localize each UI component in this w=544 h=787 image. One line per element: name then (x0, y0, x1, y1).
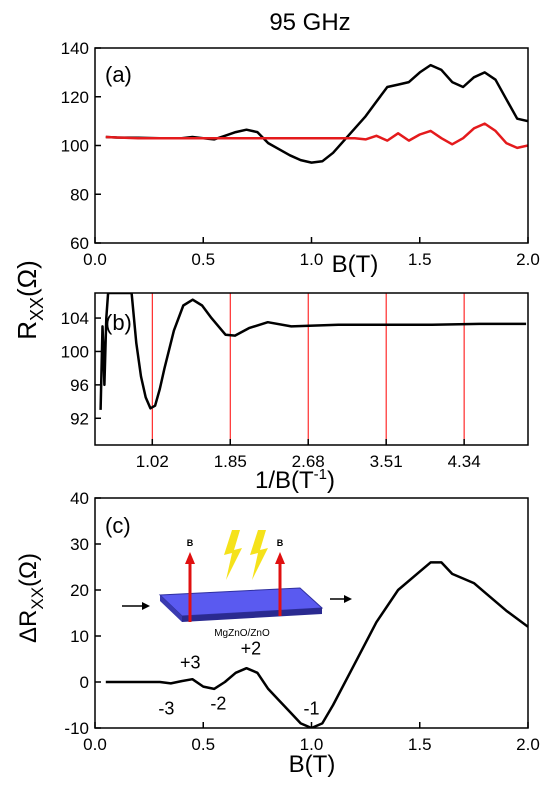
x-tick-label: 2.0 (516, 250, 540, 269)
x-tick-label: 1.85 (214, 452, 247, 471)
x-tick-label: 0.5 (191, 735, 215, 754)
panel: 0.0 0.5 1.0 1.5 2.0 60 80 100 120 140 (a) B(T) (61, 39, 540, 278)
y-tick-label: 0 (80, 673, 89, 692)
field-label: B (187, 538, 194, 548)
label-unit: (Ω) (12, 260, 42, 297)
panel: 0.0 0.5 1.0 1.5 2.0 -10 0 10 20 30 40 (c) B(T) -3 +3 -2… (64, 489, 539, 778)
y-tick-label: 80 (70, 185, 89, 204)
y-tick-label: 104 (61, 309, 89, 328)
x-tick-label: 1.5 (408, 735, 432, 754)
annotation: -1 (303, 698, 319, 718)
figure-title: 95 GHz (269, 9, 350, 36)
label-sub: XX (27, 297, 47, 321)
label-main: R (12, 321, 42, 340)
inset-diagram: B B MgZnO/ZnO (122, 530, 352, 639)
panel-label: (c) (105, 513, 131, 538)
label-sup: -1 (314, 466, 327, 483)
x-tick-label: 2.68 (292, 452, 325, 471)
panel-label: (a) (105, 62, 132, 87)
plot-frame (94, 47, 529, 244)
y-tick-label: 92 (70, 409, 89, 428)
y-tick-label: 140 (61, 39, 89, 58)
light-bolt (250, 530, 268, 580)
panel: 1.02 1.85 2.68 3.51 4.34 92 96 100 104 (b) (61, 292, 529, 471)
label-unit: (Ω) (15, 553, 42, 587)
x-tick-label: 0.0 (83, 735, 107, 754)
x-axis-label: B(T) (332, 251, 379, 278)
arrowhead (344, 595, 352, 603)
label-main: ΔR (15, 610, 42, 643)
label-main: 1/B(T (255, 467, 314, 494)
x-tick-label: 0.5 (191, 250, 215, 269)
data-line (105, 63, 528, 164)
x-tick-label: 1.02 (136, 452, 169, 471)
y-tick-label: 96 (70, 376, 89, 395)
y-tick-label: 120 (61, 88, 89, 107)
light-bolt (224, 530, 242, 580)
annotation: -3 (158, 698, 174, 718)
x-tick-label: 3.51 (370, 452, 403, 471)
y-tick-label: 100 (61, 137, 89, 156)
x-axis-label: 1/B(T-1) (255, 466, 335, 494)
data-line (105, 561, 528, 728)
y-tick-label: 20 (70, 581, 89, 600)
x-axis-label: B(T) (289, 751, 336, 778)
y-tick-label: 100 (61, 342, 89, 361)
x-tick-label: 1.0 (300, 250, 324, 269)
arrowhead (275, 552, 285, 564)
x-tick-label: 1.5 (408, 250, 432, 269)
annotation: +2 (241, 639, 262, 659)
sample-label: MgZnO/ZnO (214, 628, 270, 639)
data-line (99, 293, 527, 410)
x-tick-label: 2.0 (516, 735, 540, 754)
y-tick-label: -10 (64, 719, 89, 738)
data-line (105, 122, 528, 150)
x-tick-label: 4.34 (448, 452, 481, 471)
arrowhead (185, 552, 195, 564)
sample-side (160, 595, 182, 622)
label-sub: XX (28, 587, 47, 610)
x-tick-label: 1.0 (300, 735, 324, 754)
field-label: B (277, 538, 284, 548)
y-axis-label: ΔRXX(Ω) (15, 553, 47, 643)
y-tick-label: 60 (70, 234, 89, 253)
annotation: +3 (180, 652, 201, 672)
label-end: ) (327, 467, 335, 494)
annotation: -2 (210, 694, 226, 714)
panel-label: (b) (105, 310, 132, 335)
y-axis-label: RXX(Ω) (12, 260, 47, 340)
plot-frame (94, 292, 529, 446)
x-tick-label: 0.0 (83, 250, 107, 269)
y-tick-label: 10 (70, 627, 89, 646)
y-tick-label: 30 (70, 535, 89, 554)
y-tick-label: 40 (70, 489, 89, 508)
sample-front (182, 608, 322, 622)
plot-frame (94, 497, 529, 729)
arrowhead (142, 602, 150, 610)
